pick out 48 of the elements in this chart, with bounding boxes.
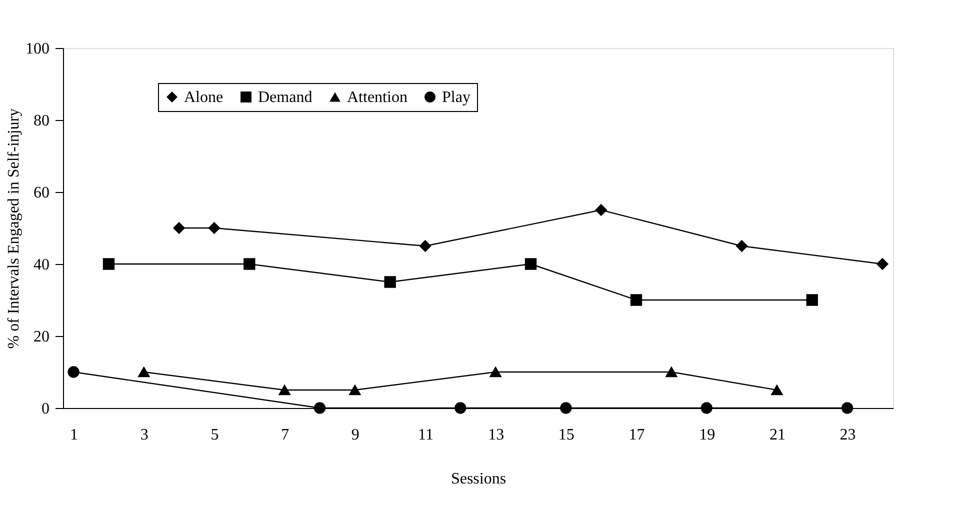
point — [630, 294, 642, 306]
y-tick-label: 40 — [34, 256, 50, 274]
point — [806, 294, 818, 306]
point — [138, 366, 150, 378]
x-tick-label: 11 — [418, 426, 434, 444]
point — [700, 402, 712, 414]
point — [490, 366, 502, 378]
point — [524, 258, 537, 270]
point — [595, 204, 607, 216]
point — [736, 240, 748, 252]
point — [244, 258, 256, 270]
y-tick-label: 80 — [34, 112, 50, 130]
x-tick-label: 15 — [558, 426, 574, 444]
point — [68, 366, 80, 378]
y-axis-title: % of Intervals Engaged in Self-injury — [6, 108, 22, 349]
point — [666, 366, 678, 378]
x-tick-label: 23 — [840, 426, 856, 444]
x-tick-label: 7 — [281, 426, 290, 444]
point — [349, 384, 361, 396]
y-tick-label: 100 — [26, 40, 50, 58]
y-tick-label: 20 — [34, 328, 50, 346]
x-tick-label: 5 — [210, 426, 219, 444]
y-tick-label: 0 — [42, 400, 50, 418]
point — [876, 258, 888, 270]
point — [102, 258, 115, 270]
point — [560, 402, 572, 414]
legend-label: Play — [442, 89, 470, 106]
x-tick-label: 1 — [70, 426, 78, 444]
x-tick-label: 9 — [351, 426, 360, 444]
point — [314, 402, 326, 414]
legend-label: Attention — [347, 89, 408, 106]
x-tick-label: 19 — [699, 426, 716, 444]
point — [278, 384, 290, 396]
point — [841, 402, 854, 414]
legend-label: Alone — [184, 89, 224, 106]
point — [771, 384, 783, 396]
point — [208, 222, 220, 234]
x-tick-label: 3 — [140, 426, 148, 444]
point — [384, 276, 396, 288]
point — [173, 222, 185, 234]
legend-label: Demand — [258, 89, 312, 106]
point — [454, 402, 466, 414]
x-tick-label: 13 — [488, 426, 504, 444]
x-tick-label: 17 — [628, 426, 645, 444]
point — [419, 240, 432, 252]
y-tick-label: 60 — [34, 184, 50, 202]
x-axis-title: Sessions — [450, 470, 506, 488]
x-tick-label: 21 — [769, 426, 786, 444]
